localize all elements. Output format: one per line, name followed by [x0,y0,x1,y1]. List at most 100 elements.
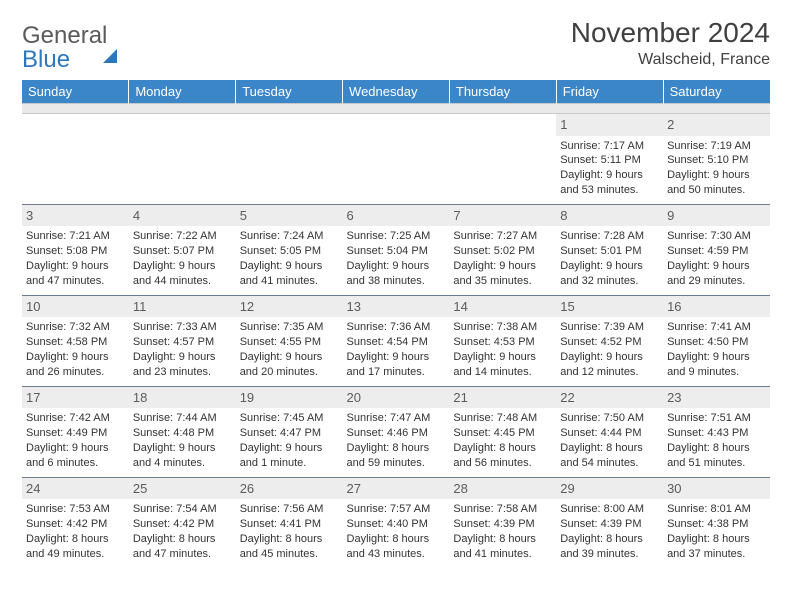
daylight-line: Daylight: 9 hours and 29 minutes. [667,259,766,289]
sunset-line: Sunset: 4:46 PM [347,426,446,441]
brand-logo: General Blue [22,18,117,72]
sunrise-line: Sunrise: 7:30 AM [667,229,766,244]
brand-text: General Blue [22,24,117,72]
sunset-line: Sunset: 4:47 PM [240,426,339,441]
sunrise-line: Sunrise: 7:48 AM [453,411,552,426]
daylight-line: Daylight: 9 hours and 50 minutes. [667,168,766,198]
daylight-line: Daylight: 9 hours and 32 minutes. [560,259,659,289]
day-number: 10 [22,296,129,318]
daylight-line: Daylight: 9 hours and 6 minutes. [26,441,125,471]
day-number: 8 [556,205,663,227]
daylight-line: Daylight: 9 hours and 4 minutes. [133,441,232,471]
daylight-line: Daylight: 9 hours and 41 minutes. [240,259,339,289]
calendar-day-cell: 8Sunrise: 7:28 AMSunset: 5:01 PMDaylight… [556,204,663,295]
daylight-line: Daylight: 8 hours and 43 minutes. [347,532,446,562]
calendar-table: SundayMondayTuesdayWednesdayThursdayFrid… [22,80,770,568]
calendar-day-cell: 30Sunrise: 8:01 AMSunset: 4:38 PMDayligh… [663,477,770,567]
daylight-line: Daylight: 8 hours and 39 minutes. [560,532,659,562]
sunset-line: Sunset: 5:08 PM [26,244,125,259]
day-number: 23 [663,387,770,409]
calendar-day-cell: 2 Sunrise: 7:19 AMSunset: 5:10 PMDaylight… [663,114,770,205]
sunset-line: Sunset: 4:42 PM [26,517,125,532]
sunset-line: Sunset: 4:39 PM [453,517,552,532]
sunset-line: Sunset: 5:11 PM [560,153,659,168]
sunrise-line: Sunrise: 7:25 AM [347,229,446,244]
sunset-line: Sunset: 5:02 PM [453,244,552,259]
daylight-line: Daylight: 9 hours and 53 minutes. [560,168,659,198]
day-number: 14 [449,296,556,318]
calendar-day-cell: 28Sunrise: 7:58 AMSunset: 4:39 PMDayligh… [449,477,556,567]
month-title: November 2024 [571,18,770,49]
calendar-body: 1Sunrise: 7:17 AMSunset: 5:11 PMDaylight… [22,104,770,568]
day-number: 18 [129,387,236,409]
header: General Blue November 2024 Walscheid, Fr… [22,18,770,72]
calendar-day-cell [22,114,129,205]
calendar-day-cell: 16Sunrise: 7:41 AMSunset: 4:50 PMDayligh… [663,295,770,386]
sunset-line: Sunset: 4:43 PM [667,426,766,441]
day-header: Tuesday [236,80,343,104]
calendar-day-cell: 19Sunrise: 7:45 AMSunset: 4:47 PMDayligh… [236,386,343,477]
sunrise-line: Sunrise: 7:35 AM [240,320,339,335]
sunrise-line: Sunrise: 7:36 AM [347,320,446,335]
sunset-line: Sunset: 4:52 PM [560,335,659,350]
sunrise-line: Sunrise: 7:22 AM [133,229,232,244]
brand-word-2: Blue [22,46,70,73]
calendar-day-cell: 26Sunrise: 7:56 AMSunset: 4:41 PMDayligh… [236,477,343,567]
day-header: Saturday [663,80,770,104]
day-header: Thursday [449,80,556,104]
calendar-day-cell: 10Sunrise: 7:32 AMSunset: 4:58 PMDayligh… [22,295,129,386]
day-number: 1 [556,114,663,136]
calendar-day-cell [129,114,236,205]
sunset-line: Sunset: 5:04 PM [347,244,446,259]
daylight-line: Daylight: 8 hours and 45 minutes. [240,532,339,562]
sunset-line: Sunset: 4:38 PM [667,517,766,532]
sunset-line: Sunset: 4:53 PM [453,335,552,350]
sunrise-line: Sunrise: 8:01 AM [667,502,766,517]
sunset-line: Sunset: 4:58 PM [26,335,125,350]
daylight-line: Daylight: 9 hours and 17 minutes. [347,350,446,380]
day-number: 20 [343,387,450,409]
calendar-day-cell [236,114,343,205]
brand-word-1: General [22,22,107,49]
daylight-line: Daylight: 9 hours and 20 minutes. [240,350,339,380]
day-number: 30 [663,478,770,500]
daylight-line: Daylight: 8 hours and 59 minutes. [347,441,446,471]
sunrise-line: Sunrise: 7:17 AM [560,139,659,154]
calendar-day-cell: 11Sunrise: 7:33 AMSunset: 4:57 PMDayligh… [129,295,236,386]
day-number: 2 [663,114,770,136]
daylight-line: Daylight: 9 hours and 44 minutes. [133,259,232,289]
day-number: 17 [22,387,129,409]
calendar-day-cell: 20Sunrise: 7:47 AMSunset: 4:46 PMDayligh… [343,386,450,477]
calendar-day-cell: 4Sunrise: 7:22 AMSunset: 5:07 PMDaylight… [129,204,236,295]
sunset-line: Sunset: 5:10 PM [667,153,766,168]
day-number: 15 [556,296,663,318]
day-number: 11 [129,296,236,318]
sunrise-line: Sunrise: 7:53 AM [26,502,125,517]
sunrise-line: Sunrise: 7:33 AM [133,320,232,335]
sunrise-line: Sunrise: 7:39 AM [560,320,659,335]
day-number: 9 [663,205,770,227]
daylight-line: Daylight: 9 hours and 14 minutes. [453,350,552,380]
calendar-day-cell: 7Sunrise: 7:27 AMSunset: 5:02 PMDaylight… [449,204,556,295]
day-header: Monday [129,80,236,104]
calendar-day-cell: 9Sunrise: 7:30 AMSunset: 4:59 PMDaylight… [663,204,770,295]
daylight-line: Daylight: 9 hours and 12 minutes. [560,350,659,380]
calendar-day-cell [449,114,556,205]
day-number: 29 [556,478,663,500]
location-label: Walscheid, France [571,51,770,69]
daylight-line: Daylight: 8 hours and 49 minutes. [26,532,125,562]
calendar-page: General Blue November 2024 Walscheid, Fr… [0,0,792,568]
daylight-line: Daylight: 9 hours and 35 minutes. [453,259,552,289]
calendar-week-row: 1Sunrise: 7:17 AMSunset: 5:11 PMDaylight… [22,114,770,205]
calendar-day-cell: 22Sunrise: 7:50 AMSunset: 4:44 PMDayligh… [556,386,663,477]
spacer-row [22,104,770,114]
day-number: 25 [129,478,236,500]
sunrise-line: Sunrise: 7:54 AM [133,502,232,517]
sunset-line: Sunset: 5:07 PM [133,244,232,259]
triangle-icon [103,22,117,63]
calendar-day-cell: 24Sunrise: 7:53 AMSunset: 4:42 PMDayligh… [22,477,129,567]
sunset-line: Sunset: 4:45 PM [453,426,552,441]
calendar-day-cell: 1 Sunrise: 7:17 AMSunset: 5:11 PMDaylight… [556,114,663,205]
sunrise-line: Sunrise: 7:19 AM [667,139,766,154]
calendar-day-cell: 13Sunrise: 7:36 AMSunset: 4:54 PMDayligh… [343,295,450,386]
